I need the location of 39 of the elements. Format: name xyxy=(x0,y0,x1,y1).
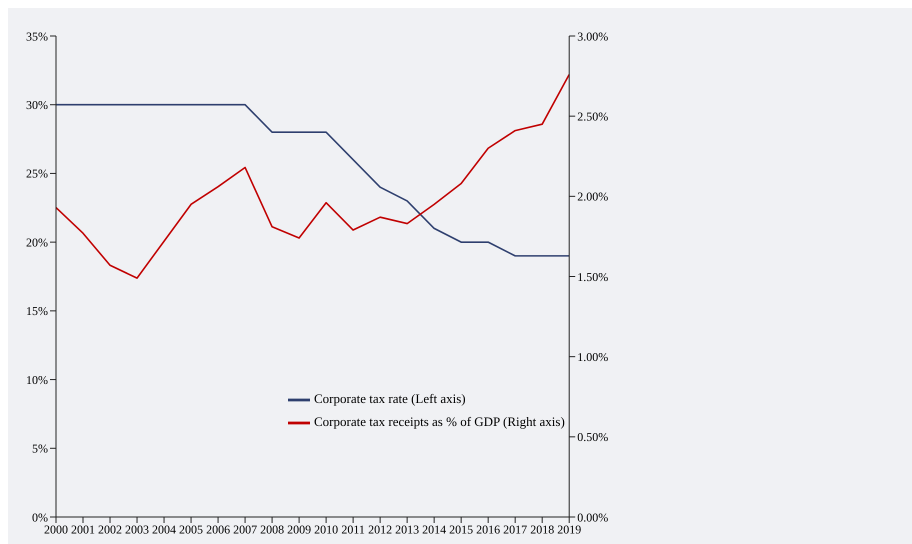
x-tick-label: 2003 xyxy=(125,522,150,537)
x-tick-label: 2006 xyxy=(206,522,230,537)
line-series xyxy=(55,74,570,279)
y2-tick-label: 1.00% xyxy=(577,350,608,364)
x-tick-label: 2001 xyxy=(71,522,96,537)
x-tick-label: 2015 xyxy=(449,522,474,537)
y2-tick-label: 0.00% xyxy=(577,510,608,524)
x-tick-label: 2000 xyxy=(44,522,68,537)
x-tick-label: 2009 xyxy=(287,522,312,537)
y-tick-label: 25% xyxy=(26,166,48,181)
x-tick-label: 2005 xyxy=(179,522,204,537)
y-tick-label: 5% xyxy=(32,442,48,456)
y-tick-label: 15% xyxy=(26,304,48,318)
y2-tick-label: 3.00% xyxy=(577,29,608,44)
x-tick-label: 2016 xyxy=(476,522,500,537)
x-tick-label: 2019 xyxy=(557,522,582,537)
legend-label: Corporate tax receipts as % of GDP (Right axis) xyxy=(314,414,565,429)
y-tick-label: 20% xyxy=(26,235,48,250)
y-tick-label: 30% xyxy=(26,98,48,112)
x-tick-label: 2004 xyxy=(152,522,176,537)
y2-tick-label: 2.50% xyxy=(577,109,608,124)
x-tick-label: 2002 xyxy=(98,522,122,537)
x-tick-label: 2008 xyxy=(260,522,284,537)
x-tick-label: 2012 xyxy=(368,522,392,537)
x-tick-label: 2013 xyxy=(395,522,420,537)
y2-tick-label: 1.50% xyxy=(577,270,608,284)
x-tick-label: 2010 xyxy=(314,522,338,537)
x-tick-label: 2017 xyxy=(503,522,528,537)
y-tick-label: 10% xyxy=(26,372,48,387)
x-tick-label: 2007 xyxy=(233,522,258,537)
x-tick-label: 2018 xyxy=(530,522,554,537)
x-tick-label: 2014 xyxy=(422,522,446,537)
line-series xyxy=(55,104,570,257)
y-tick-label: 0% xyxy=(32,510,48,524)
y2-tick-label: 2.00% xyxy=(577,190,608,204)
legend-label: Corporate tax rate (Left axis) xyxy=(314,390,466,406)
y-tick-label: 35% xyxy=(26,29,48,44)
x-tick-label: 2011 xyxy=(341,522,365,537)
y2-tick-label: 0.50% xyxy=(577,430,608,444)
